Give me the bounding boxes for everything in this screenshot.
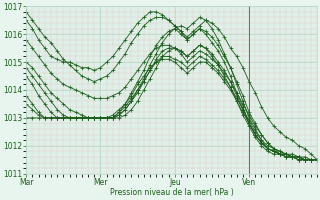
X-axis label: Pression niveau de la mer( hPa ): Pression niveau de la mer( hPa ) (110, 188, 234, 197)
